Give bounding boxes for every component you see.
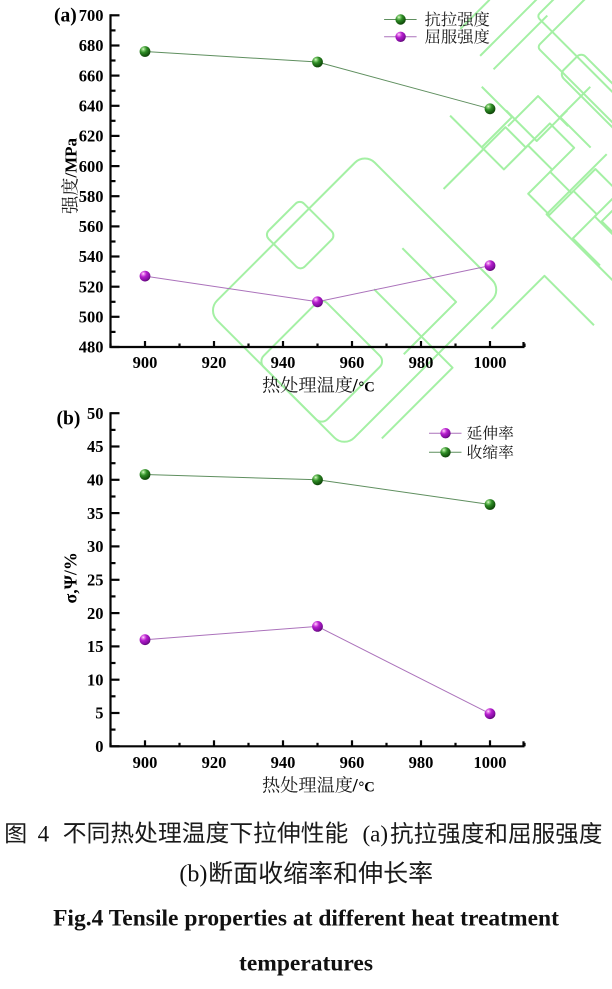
svg-text:σ,Ψ/%: σ,Ψ/% bbox=[61, 552, 81, 603]
svg-text:5: 5 bbox=[95, 704, 103, 723]
svg-text:960: 960 bbox=[340, 753, 365, 772]
svg-text:0: 0 bbox=[95, 737, 103, 756]
svg-text:25: 25 bbox=[87, 571, 104, 590]
svg-text:920: 920 bbox=[202, 353, 227, 372]
svg-text:15: 15 bbox=[87, 637, 104, 656]
svg-text:940: 940 bbox=[271, 353, 296, 372]
svg-text:540: 540 bbox=[79, 247, 104, 266]
svg-text:700: 700 bbox=[79, 6, 104, 25]
svg-text:600: 600 bbox=[79, 157, 104, 176]
svg-text:20: 20 bbox=[87, 604, 104, 623]
svg-text:480: 480 bbox=[79, 338, 104, 357]
svg-text:620: 620 bbox=[79, 127, 104, 146]
svg-text:(b): (b) bbox=[57, 409, 81, 430]
svg-text:980: 980 bbox=[409, 353, 434, 372]
svg-text:900: 900 bbox=[133, 753, 158, 772]
svg-text:920: 920 bbox=[202, 753, 227, 772]
svg-text:30: 30 bbox=[87, 537, 104, 556]
svg-text:35: 35 bbox=[87, 504, 104, 523]
svg-text:940: 940 bbox=[271, 753, 296, 772]
svg-text:980: 980 bbox=[409, 753, 434, 772]
svg-text:(a): (a) bbox=[363, 822, 389, 847]
svg-text:45: 45 bbox=[87, 437, 104, 456]
svg-text:580: 580 bbox=[79, 187, 104, 206]
svg-text:/: / bbox=[352, 376, 359, 397]
svg-text:4: 4 bbox=[38, 822, 50, 847]
svg-text:520: 520 bbox=[79, 277, 104, 296]
svg-text:/: / bbox=[352, 776, 359, 797]
svg-text:/MPa: /MPa bbox=[62, 137, 81, 178]
svg-text:50: 50 bbox=[87, 404, 104, 423]
svg-text:1000: 1000 bbox=[474, 353, 507, 372]
svg-text:10: 10 bbox=[87, 670, 104, 689]
svg-text:1000: 1000 bbox=[474, 753, 507, 772]
svg-text:500: 500 bbox=[79, 308, 104, 327]
svg-text:560: 560 bbox=[79, 217, 104, 236]
svg-text:temperatures: temperatures bbox=[239, 951, 373, 977]
svg-text:40: 40 bbox=[87, 471, 104, 490]
svg-text:°C: °C bbox=[359, 780, 375, 796]
svg-text:640: 640 bbox=[79, 97, 104, 116]
svg-text:°C: °C bbox=[359, 380, 375, 396]
svg-text:900: 900 bbox=[133, 353, 158, 372]
svg-text:680: 680 bbox=[79, 36, 104, 55]
svg-text:660: 660 bbox=[79, 66, 104, 85]
svg-text:Fig.4 Tensile properties at di: Fig.4 Tensile properties at different he… bbox=[53, 906, 559, 932]
svg-text:960: 960 bbox=[340, 353, 365, 372]
svg-text:(a): (a) bbox=[54, 6, 77, 27]
svg-text:(b): (b) bbox=[179, 862, 207, 888]
